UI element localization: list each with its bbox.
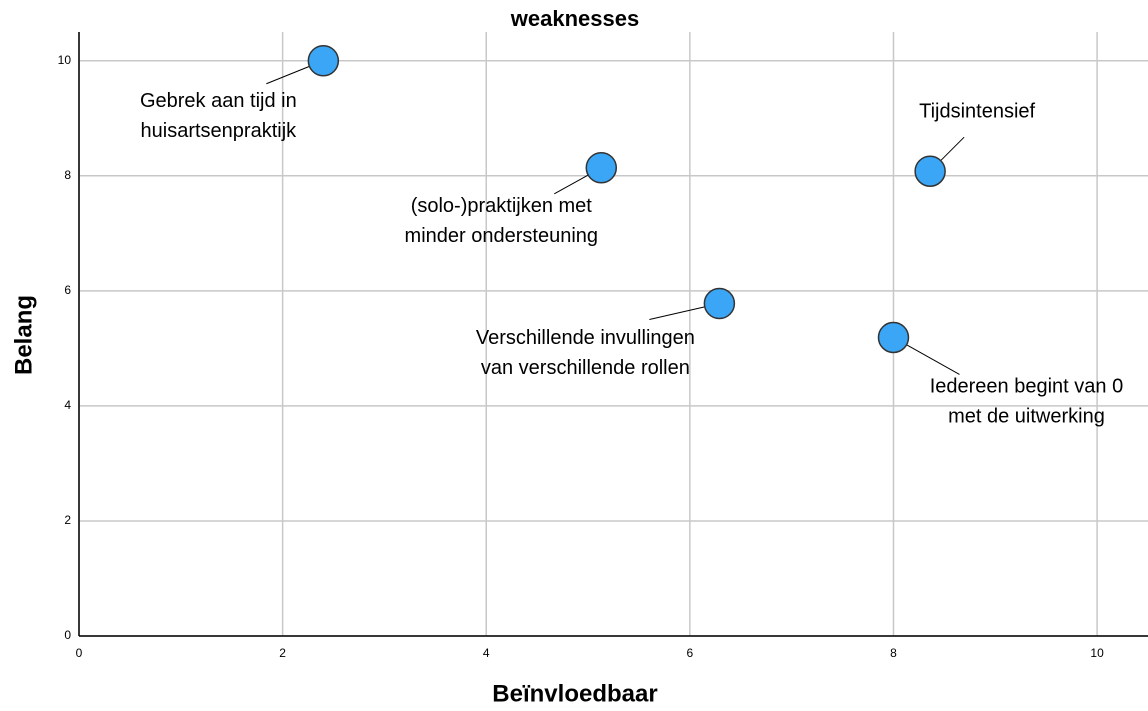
point (877, 321, 910, 354)
y-tick-label: 0 (64, 628, 71, 642)
point (307, 45, 340, 77)
x-tick-label: 2 (279, 646, 286, 660)
point-label: met de uitwerking (948, 406, 1105, 428)
x-tick-label: 6 (687, 646, 694, 660)
point-label: huisartsenpraktijk (141, 120, 298, 142)
x-axis-label: Beïnvloedbaar (492, 680, 657, 707)
point-label: Tijdsintensief (919, 100, 1035, 122)
x-tick-label: 10 (1090, 646, 1104, 660)
point-label: van verschillende rollen (481, 357, 690, 379)
y-tick-label: 8 (64, 168, 71, 182)
point (914, 155, 946, 187)
point-label: Iedereen begint van 0 (930, 376, 1124, 398)
y-axis-label: Belang (10, 295, 37, 375)
y-tick-label: 4 (64, 398, 71, 412)
point-label: Gebrek aan tijd in (140, 90, 297, 112)
point-label: minder ondersteuning (405, 225, 598, 247)
chart-title: weaknesses (510, 6, 639, 31)
y-tick-label: 6 (64, 283, 71, 297)
point-label: Verschillende invullingen (476, 327, 695, 349)
x-tick-label: 8 (890, 646, 897, 660)
y-tick-label: 2 (64, 513, 71, 527)
point (703, 287, 736, 320)
x-tick-label: 0 (76, 646, 83, 660)
y-tick-label: 10 (58, 53, 72, 67)
x-tick-label: 4 (483, 646, 490, 660)
point-label: (solo-)praktijken met (411, 195, 593, 217)
point (585, 152, 618, 184)
